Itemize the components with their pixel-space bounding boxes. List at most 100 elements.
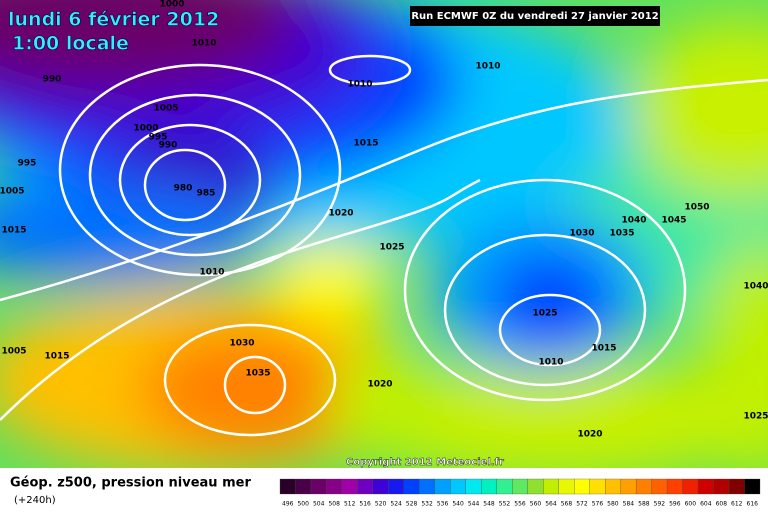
legend-swatch [605,478,621,495]
legend-label: 508 [328,501,340,508]
legend-label: 612 [731,501,743,508]
legend-swatch [744,478,761,495]
legend-swatch [697,478,714,495]
legend-swatch [388,478,405,495]
legend-swatch [651,478,668,495]
legend-swatch [728,478,745,495]
legend-label: 580 [607,501,619,508]
isobar-label: 1025 [379,243,404,253]
legend-swatch [713,478,730,495]
legend-label: 596 [669,501,681,508]
isobar-label: 1015 [353,139,378,149]
legend-label: 544 [468,501,480,508]
legend-swatch [372,478,389,495]
legend-label: 548 [483,501,495,508]
isobar-label: 990 [43,75,62,85]
legend-label: 576 [592,501,604,508]
legend-swatch [295,478,312,495]
isobar-label: 1010 [475,62,500,72]
date: lundi 6 février 2012 [8,9,219,31]
isobar-label: 1015 [591,344,616,354]
isobar-label: 1000 [133,124,158,134]
legend-label: 556 [514,501,526,508]
isobar-label: 1010 [191,39,216,49]
legend-label: 604 [700,501,712,508]
legend-label: 512 [344,501,356,508]
isobar-label: 1005 [0,187,25,197]
isobar-label: 1035 [245,369,270,379]
isobar-label: 1010 [538,358,563,368]
legend-swatch [341,478,358,495]
isobar-label: 1020 [367,380,392,390]
legend-swatch [574,478,590,495]
legend-label: 500 [297,501,309,508]
legend-swatch [620,478,637,495]
isobar-label: 1015 [1,226,26,236]
legend-swatch [326,478,343,495]
isobar-label: 995 [149,133,168,143]
legend-swatch [512,478,528,495]
isobar-label: 1010 [347,80,372,90]
legend-swatch [310,478,327,495]
isobar-label: 985 [197,189,216,199]
legend-label: 560 [530,501,542,508]
legend-label: 588 [638,501,650,508]
legend-label: 496 [282,501,294,508]
legend-label: 504 [313,501,325,508]
legend-swatch [682,478,699,495]
isobar-label: 1030 [569,229,594,239]
isobar-label: 1020 [328,209,353,219]
isobar-label: 1010 [199,268,224,278]
run-info: Run ECMWF 0Z du vendredi 27 janvier 2012 [411,11,658,22]
isobar-label: 995 [18,159,37,169]
isobar-label: 1025 [532,309,557,319]
legend-label: 572 [576,501,588,508]
legend-swatch [635,478,652,495]
legend-swatch [543,478,559,495]
legend-label: 592 [654,501,666,508]
isobar-label: 1025 [743,412,768,422]
legend-swatch [357,478,374,495]
isobar-label: 980 [174,184,193,194]
footer-lead: (+240h) [14,495,56,506]
legend-label: 532 [421,501,433,508]
isobar-label: 1050 [684,203,709,213]
legend-swatch [403,478,420,495]
isobar-label: 1045 [661,216,686,226]
footer-title: Géop. z500, pression niveau mer [10,476,251,491]
legend-label: 524 [390,501,402,508]
legend-swatch [419,478,435,495]
isobar-label: 1040 [621,216,646,226]
legend-label: 616 [747,501,759,508]
legend-label: 520 [375,501,387,508]
legend-swatch [496,478,513,495]
legend-swatch [279,478,296,495]
legend-swatch [527,478,544,495]
legend-swatch [666,478,683,495]
isobar-label: 1040 [743,282,768,292]
isobar-label: 1005 [153,104,178,114]
legend-label: 516 [359,501,371,508]
legend-label: 540 [452,501,464,508]
isobar-label: 1030 [229,339,254,349]
legend-label: 568 [561,501,573,508]
legend-swatch [481,478,497,495]
legend-swatch [465,478,482,495]
isobar-label: 1015 [44,352,69,362]
legend-label: 564 [545,501,557,508]
legend-label: 552 [499,501,511,508]
isobar-label: 1020 [577,430,602,440]
field [0,0,768,468]
legend-label: 608 [716,501,728,508]
isobar-label: 1000 [159,0,184,10]
isobar-label: 990 [159,141,178,151]
isobar-label: 1005 [1,347,26,357]
legend-swatch [558,478,575,495]
legend-label: 536 [437,501,449,508]
legend-swatch [450,478,466,495]
isobar-label: 1035 [609,229,634,239]
time: 1:00 locale [12,33,129,55]
copyright: Copyright 2012 Meteociel.fr [346,457,504,468]
legend-label: 584 [623,501,635,508]
